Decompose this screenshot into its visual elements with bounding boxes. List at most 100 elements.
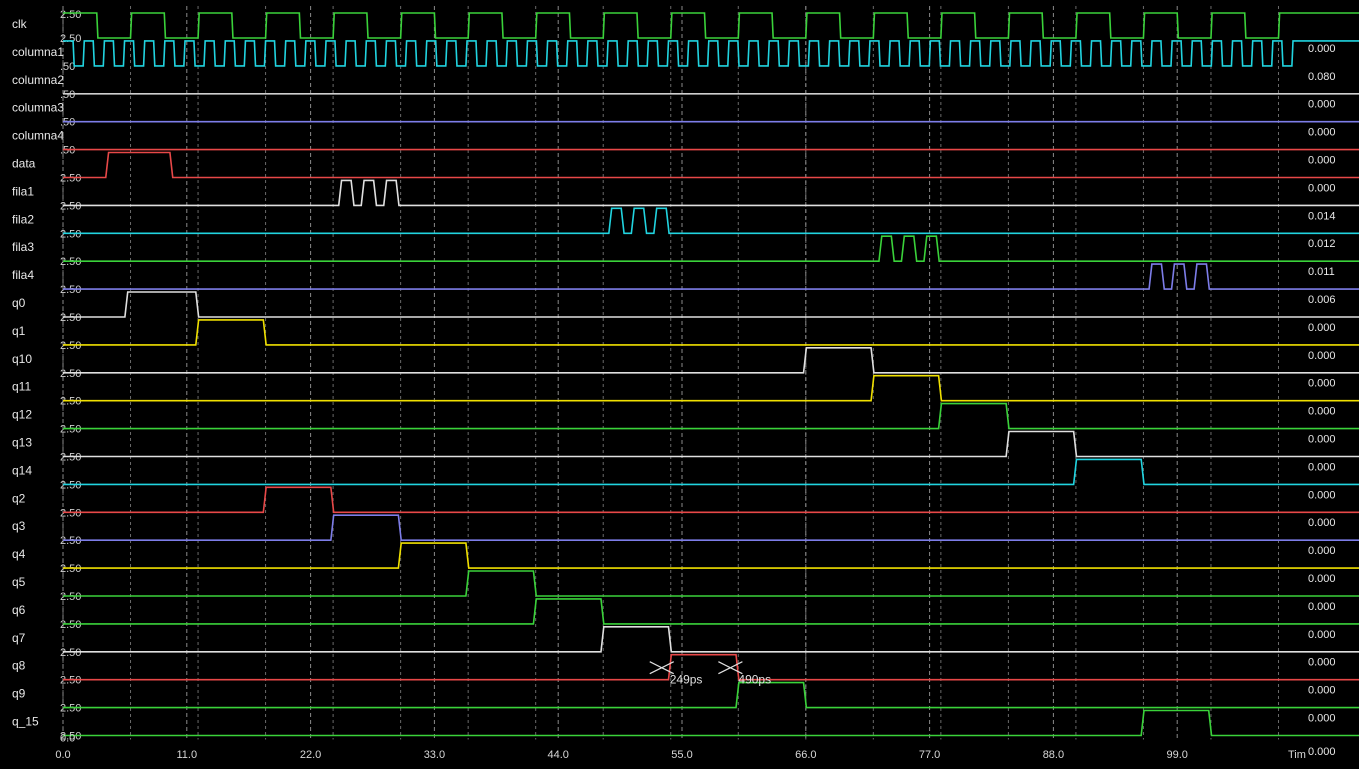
waveform-q7	[63, 626, 1359, 653]
x-tick-label: 99.0	[1166, 749, 1187, 761]
signal-label: q1	[12, 324, 26, 338]
signal-label: q3	[12, 519, 26, 533]
cursor-label: 490ps	[738, 673, 771, 687]
scale-label: 2.50	[60, 9, 81, 21]
signal-label: q10	[12, 352, 32, 366]
waveform-q12	[63, 402, 1359, 430]
scale-label: 2.50	[60, 619, 81, 631]
scale-label: 2.50	[60, 340, 81, 352]
scale-label: .50	[60, 117, 75, 129]
signal-value: 0.000	[1308, 350, 1336, 362]
scale-label: 2.50	[60, 256, 81, 268]
signal-label: data	[12, 157, 36, 171]
signal-value: 0.000	[1308, 182, 1336, 194]
x-tick-label: 77.0	[919, 749, 940, 761]
waveform-fila1	[63, 179, 1359, 207]
signal-value: 0.000	[1308, 685, 1336, 697]
x-tick-label: 44.0	[547, 749, 568, 761]
signal-value: 0.014	[1308, 210, 1336, 222]
signal-label: q11	[12, 380, 31, 394]
signal-label: q8	[12, 659, 26, 673]
waveform-q_15	[63, 709, 1359, 737]
scale-label: 2.50	[60, 452, 81, 464]
bottom-value: 0.000	[1308, 746, 1336, 758]
signal-label: q_15	[12, 715, 39, 729]
signal-label: q12	[12, 408, 32, 422]
signal-value: 0.000	[1308, 378, 1336, 390]
signal-value: 0.000	[1308, 406, 1336, 418]
x-tick-label: 22.0	[300, 749, 321, 761]
signal-label: fila4	[12, 268, 34, 282]
scale-label: 2.50	[60, 703, 81, 715]
scale-label: 2.50	[60, 228, 81, 240]
signal-value: 0.000	[1308, 155, 1336, 167]
signal-value: 0.000	[1308, 322, 1336, 334]
signal-label: q2	[12, 491, 26, 505]
scale-label: 2.50	[60, 563, 81, 575]
waveform-data	[63, 151, 1359, 179]
waveform-q2	[63, 486, 1359, 514]
scale-label: 2.50	[60, 284, 81, 296]
signal-value: 0.080	[1308, 71, 1336, 83]
waveform-q14	[63, 458, 1359, 486]
signal-label: q6	[12, 603, 26, 617]
waveform-q3	[63, 514, 1359, 541]
signal-label: columna1	[12, 45, 64, 59]
signal-label: q14	[12, 463, 32, 477]
x-tick-label: 66.0	[795, 749, 816, 761]
signal-label: fila1	[12, 184, 34, 198]
x-tick-label: 88.0	[1043, 749, 1064, 761]
signal-label: q5	[12, 575, 26, 589]
signal-label: q9	[12, 687, 26, 701]
signal-label: fila2	[12, 212, 34, 226]
x-axis-label: Tim	[1288, 749, 1306, 761]
signal-value: 0.000	[1308, 545, 1336, 557]
signal-value: 0.000	[1308, 713, 1336, 725]
scale-label: 2.50	[60, 507, 81, 519]
waveform-q5	[63, 570, 1359, 597]
waveform-q13	[63, 430, 1359, 458]
signal-value: 0.000	[1308, 43, 1336, 55]
scale-label: 2.50	[60, 731, 81, 743]
scale-label: .50	[60, 89, 75, 101]
waveform-fila3	[63, 235, 1359, 262]
signal-value: 0.000	[1308, 127, 1336, 139]
scale-label: 2.50	[60, 33, 81, 45]
x-tick-label: 11.0	[177, 749, 198, 761]
scale-label: 2.50	[60, 200, 81, 212]
scale-label: 2.50	[60, 368, 81, 380]
scale-label: 2.50	[60, 591, 81, 603]
signal-label: fila3	[12, 240, 34, 254]
waveform-q8	[63, 653, 1359, 681]
x-tick-label: 55.0	[671, 749, 692, 761]
signal-label: q13	[12, 436, 32, 450]
cursor-label: 249ps	[670, 673, 703, 687]
scale-label: 2.50	[60, 675, 81, 687]
waveform-q9	[63, 681, 1359, 709]
signal-label: clk	[12, 17, 28, 31]
scale-label: 2.50	[60, 312, 81, 324]
signal-label: q4	[12, 547, 26, 561]
waveform-q4	[63, 542, 1359, 569]
signal-value: 0.000	[1308, 601, 1336, 613]
waveform-fila4	[63, 263, 1359, 290]
waveform-q1	[63, 319, 1359, 346]
signal-value: 0.000	[1308, 517, 1336, 529]
waveform-q0	[63, 291, 1359, 318]
waveform-q10	[63, 347, 1359, 374]
x-tick-label: 33.0	[424, 749, 445, 761]
signal-label: q7	[12, 631, 26, 645]
signal-value: 0.000	[1308, 461, 1336, 473]
scale-label: 2.50	[60, 396, 81, 408]
signal-label: q0	[12, 296, 26, 310]
waveform-columna1	[63, 40, 1359, 67]
signal-label: columna4	[12, 129, 64, 143]
signal-value: 0.000	[1308, 489, 1336, 501]
x-tick-label: 0.0	[55, 749, 70, 761]
scale-label: 2.50	[60, 479, 81, 491]
signal-label: columna2	[12, 73, 64, 87]
signal-value: 0.000	[1308, 99, 1336, 111]
waveform-clk	[63, 12, 1359, 39]
signal-value: 0.000	[1308, 629, 1336, 641]
scale-label: .50	[60, 145, 75, 157]
